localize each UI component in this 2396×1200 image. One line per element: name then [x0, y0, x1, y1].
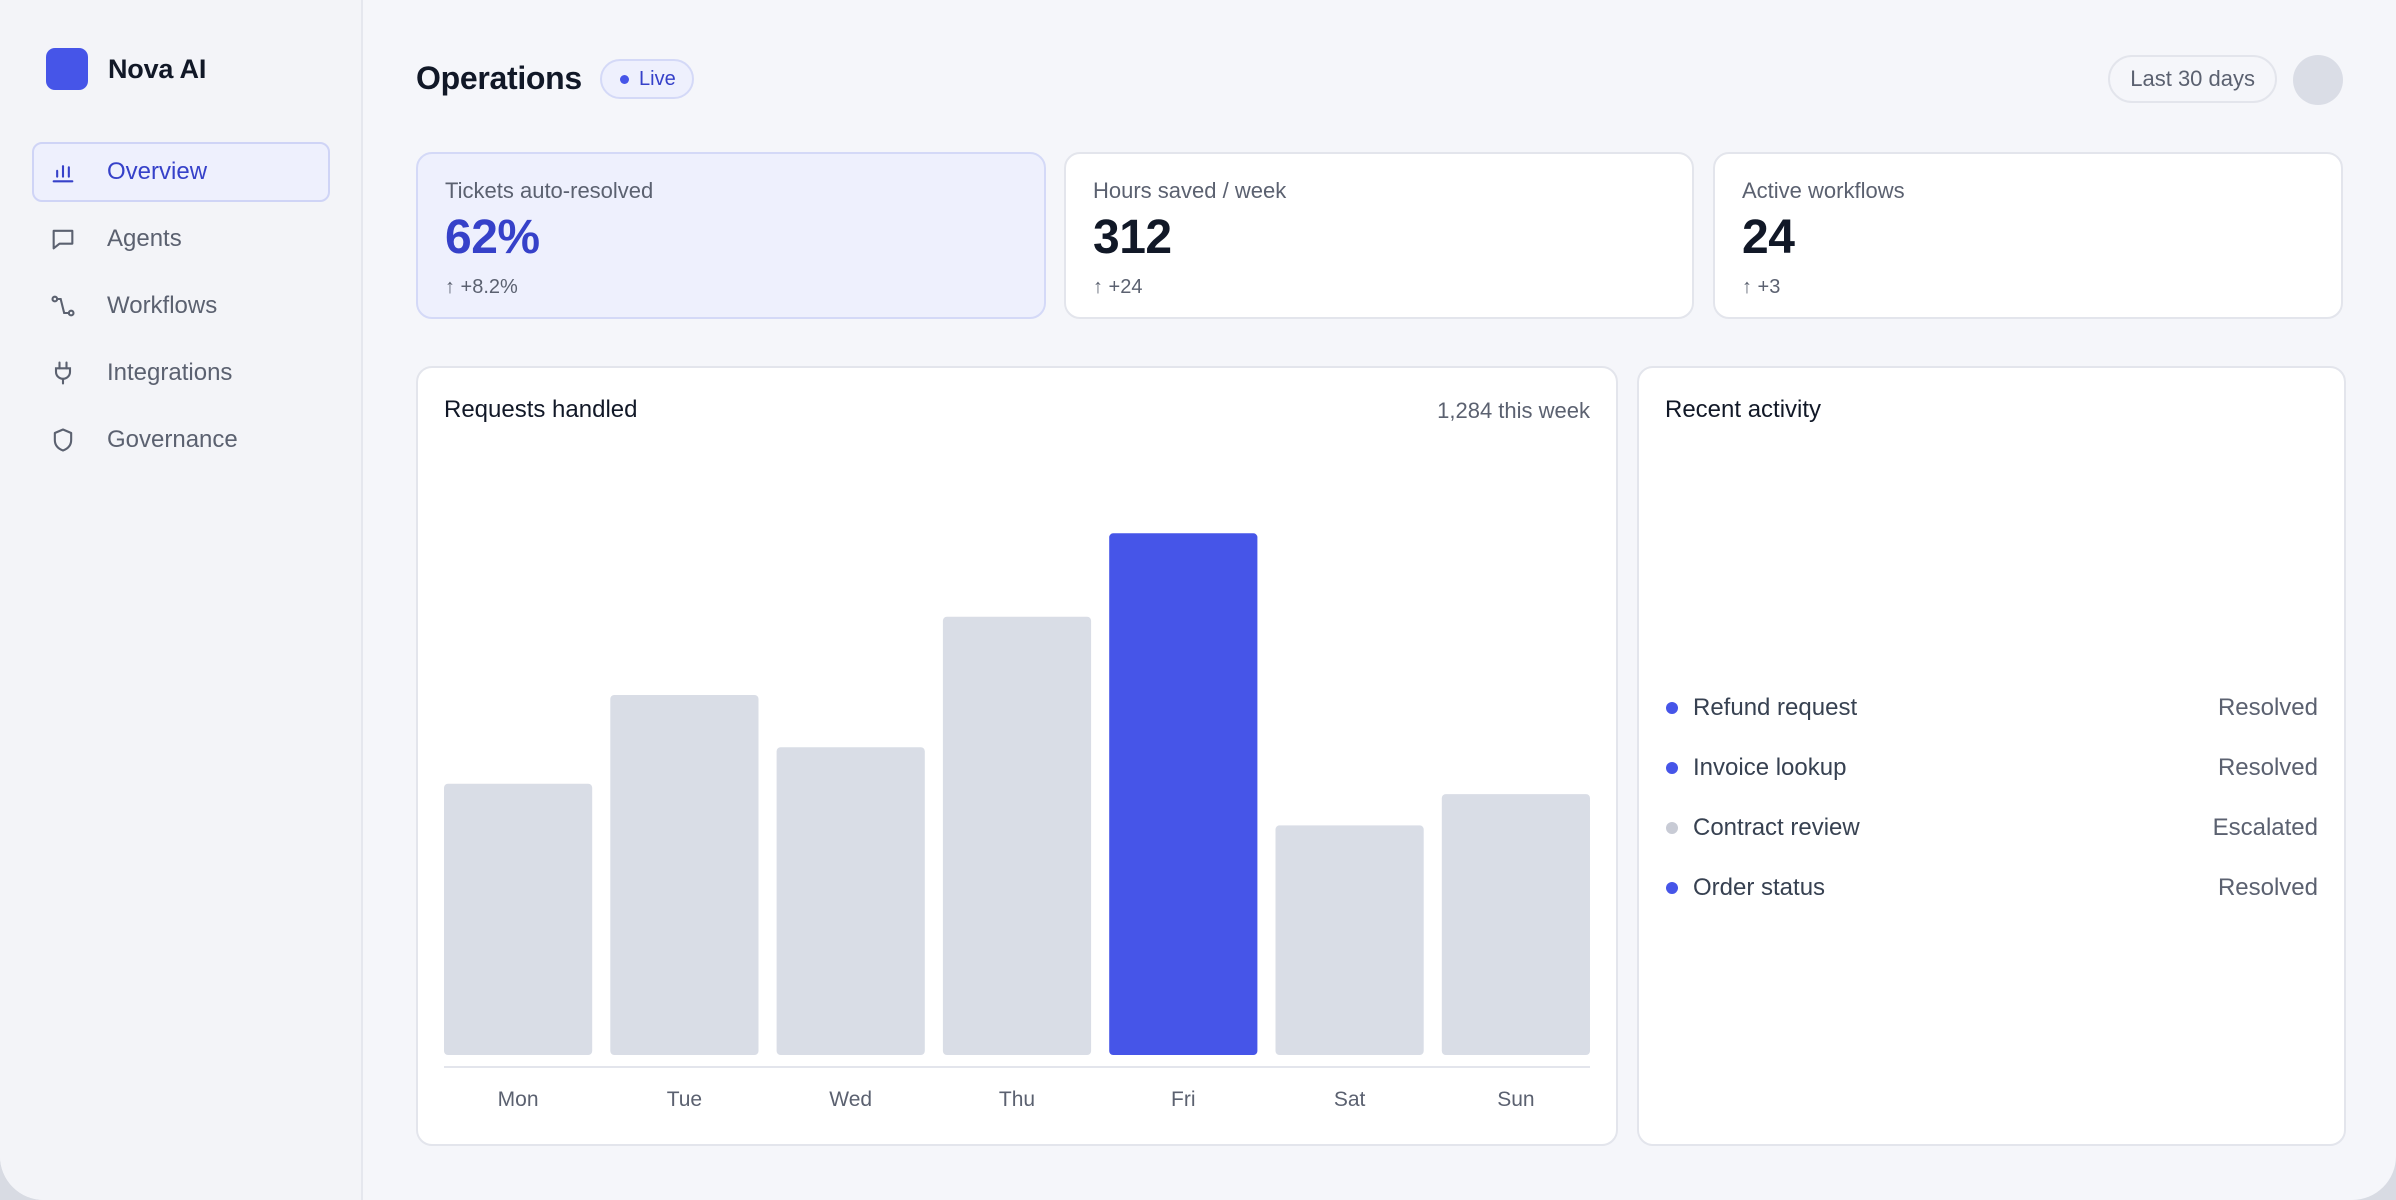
- live-status-badge: Live: [600, 59, 694, 99]
- brand-name: Nova AI: [108, 53, 207, 84]
- activity-name: Refund request: [1693, 694, 1858, 721]
- kpi-value: 312: [1093, 211, 1172, 264]
- kpi-delta: ↑ +3: [1742, 276, 1781, 298]
- message-square-icon: [49, 225, 77, 253]
- bar-wed[interactable]: [776, 747, 925, 1055]
- activity-name: Contract review: [1693, 814, 1860, 841]
- kpi-label: Hours saved / week: [1093, 178, 1287, 203]
- activity-panel: Recent activity Refund request Resolved …: [1637, 366, 2346, 1146]
- sidebar-item-workflows[interactable]: Workflows: [32, 276, 330, 336]
- requests-panel-meta: 1,284 this week: [1437, 398, 1590, 423]
- sidebar-item-governance[interactable]: Governance: [32, 410, 330, 470]
- x-tick-label: Wed: [829, 1088, 872, 1111]
- sidebar-item-label: Governance: [107, 426, 238, 453]
- plug-icon: [49, 359, 77, 387]
- x-tick-label: Fri: [1171, 1088, 1196, 1111]
- bar-chart-icon: [49, 158, 77, 186]
- bar-tue[interactable]: [610, 695, 759, 1055]
- bar-mon[interactable]: [444, 783, 593, 1055]
- live-dot-icon: [620, 74, 629, 84]
- kpi-value: 62%: [445, 211, 540, 264]
- activity-row[interactable]: Order status Resolved: [1666, 858, 2318, 918]
- kpi-label: Active workflows: [1742, 178, 1905, 203]
- activity-row[interactable]: Contract review Escalated: [1666, 798, 2318, 858]
- page-title: Operations: [416, 60, 582, 96]
- sidebar-item-label: Overview: [107, 158, 208, 185]
- x-tick-label: Sat: [1334, 1088, 1366, 1111]
- status-dot-icon: [1666, 822, 1678, 834]
- kpi-value: 24: [1742, 211, 1795, 264]
- main-content: Operations Live Last 30 days Tickets aut…: [363, 0, 2396, 1200]
- requests-bar-chart: Mon Tue Wed Thu Fri Sat Sun: [444, 533, 1590, 1111]
- sidebar-item-label: Workflows: [107, 292, 218, 319]
- status-dot-icon: [1666, 882, 1678, 894]
- sidebar-item-label: Integrations: [107, 359, 233, 386]
- sidebar-item-overview[interactable]: Overview: [32, 142, 330, 202]
- shield-icon: [49, 426, 77, 454]
- bar-fri[interactable]: [1109, 533, 1258, 1055]
- sidebar-item-agents[interactable]: Agents: [32, 209, 330, 269]
- bar-thu[interactable]: [942, 616, 1092, 1055]
- x-tick-label: Tue: [667, 1088, 702, 1111]
- activity-status: Resolved: [2217, 874, 2318, 901]
- activity-status: Resolved: [2217, 694, 2318, 721]
- activity-list: Refund request Resolved Invoice lookup R…: [1666, 678, 2318, 918]
- kpi-card-workflows: Active workflows 24 ↑ +3: [1713, 152, 2343, 319]
- requests-panel: Requests handled 1,284 this week Mon Tue W…: [416, 366, 1618, 1146]
- kpi-card-hours: Hours saved / week 312 ↑ +24: [1064, 152, 1694, 319]
- activity-name: Order status: [1693, 874, 1826, 901]
- x-tick-label: Sun: [1497, 1088, 1534, 1111]
- bar-sun[interactable]: [1441, 794, 1590, 1055]
- route-icon: [49, 292, 77, 320]
- brand-logo-icon: [46, 48, 88, 90]
- sidebar: Nova AI Overview Agents Workflows: [0, 0, 363, 1200]
- activity-status: Escalated: [2212, 814, 2318, 841]
- brand[interactable]: Nova AI: [46, 48, 206, 90]
- activity-status: Resolved: [2217, 754, 2318, 781]
- date-range-selector[interactable]: Last 30 days: [2108, 55, 2277, 103]
- x-tick-label: Thu: [999, 1088, 1035, 1111]
- status-dot-icon: [1666, 762, 1678, 774]
- activity-row[interactable]: Invoice lookup Resolved: [1666, 738, 2318, 798]
- activity-row[interactable]: Refund request Resolved: [1666, 678, 2318, 738]
- kpi-delta: ↑ +24: [1093, 276, 1143, 298]
- kpi-label: Tickets auto-resolved: [445, 178, 654, 203]
- activity-name: Invoice lookup: [1693, 754, 1847, 781]
- live-badge-label: Live: [639, 67, 676, 90]
- status-dot-icon: [1666, 702, 1678, 714]
- kpi-card-tickets: Tickets auto-resolved 62% ↑ +8.2%: [416, 152, 1046, 319]
- kpi-delta: ↑ +8.2%: [445, 276, 518, 298]
- sidebar-item-label: Agents: [107, 225, 182, 252]
- sidebar-item-integrations[interactable]: Integrations: [32, 343, 330, 403]
- user-avatar[interactable]: [2293, 55, 2343, 105]
- bar-sat[interactable]: [1275, 825, 1424, 1055]
- x-tick-label: Mon: [498, 1088, 539, 1111]
- date-range-label: Last 30 days: [2130, 66, 2255, 91]
- requests-panel-title: Requests handled: [444, 396, 638, 423]
- sidebar-nav: Overview Agents Workflows Integrations: [32, 142, 330, 477]
- activity-panel-title: Recent activity: [1665, 396, 1822, 423]
